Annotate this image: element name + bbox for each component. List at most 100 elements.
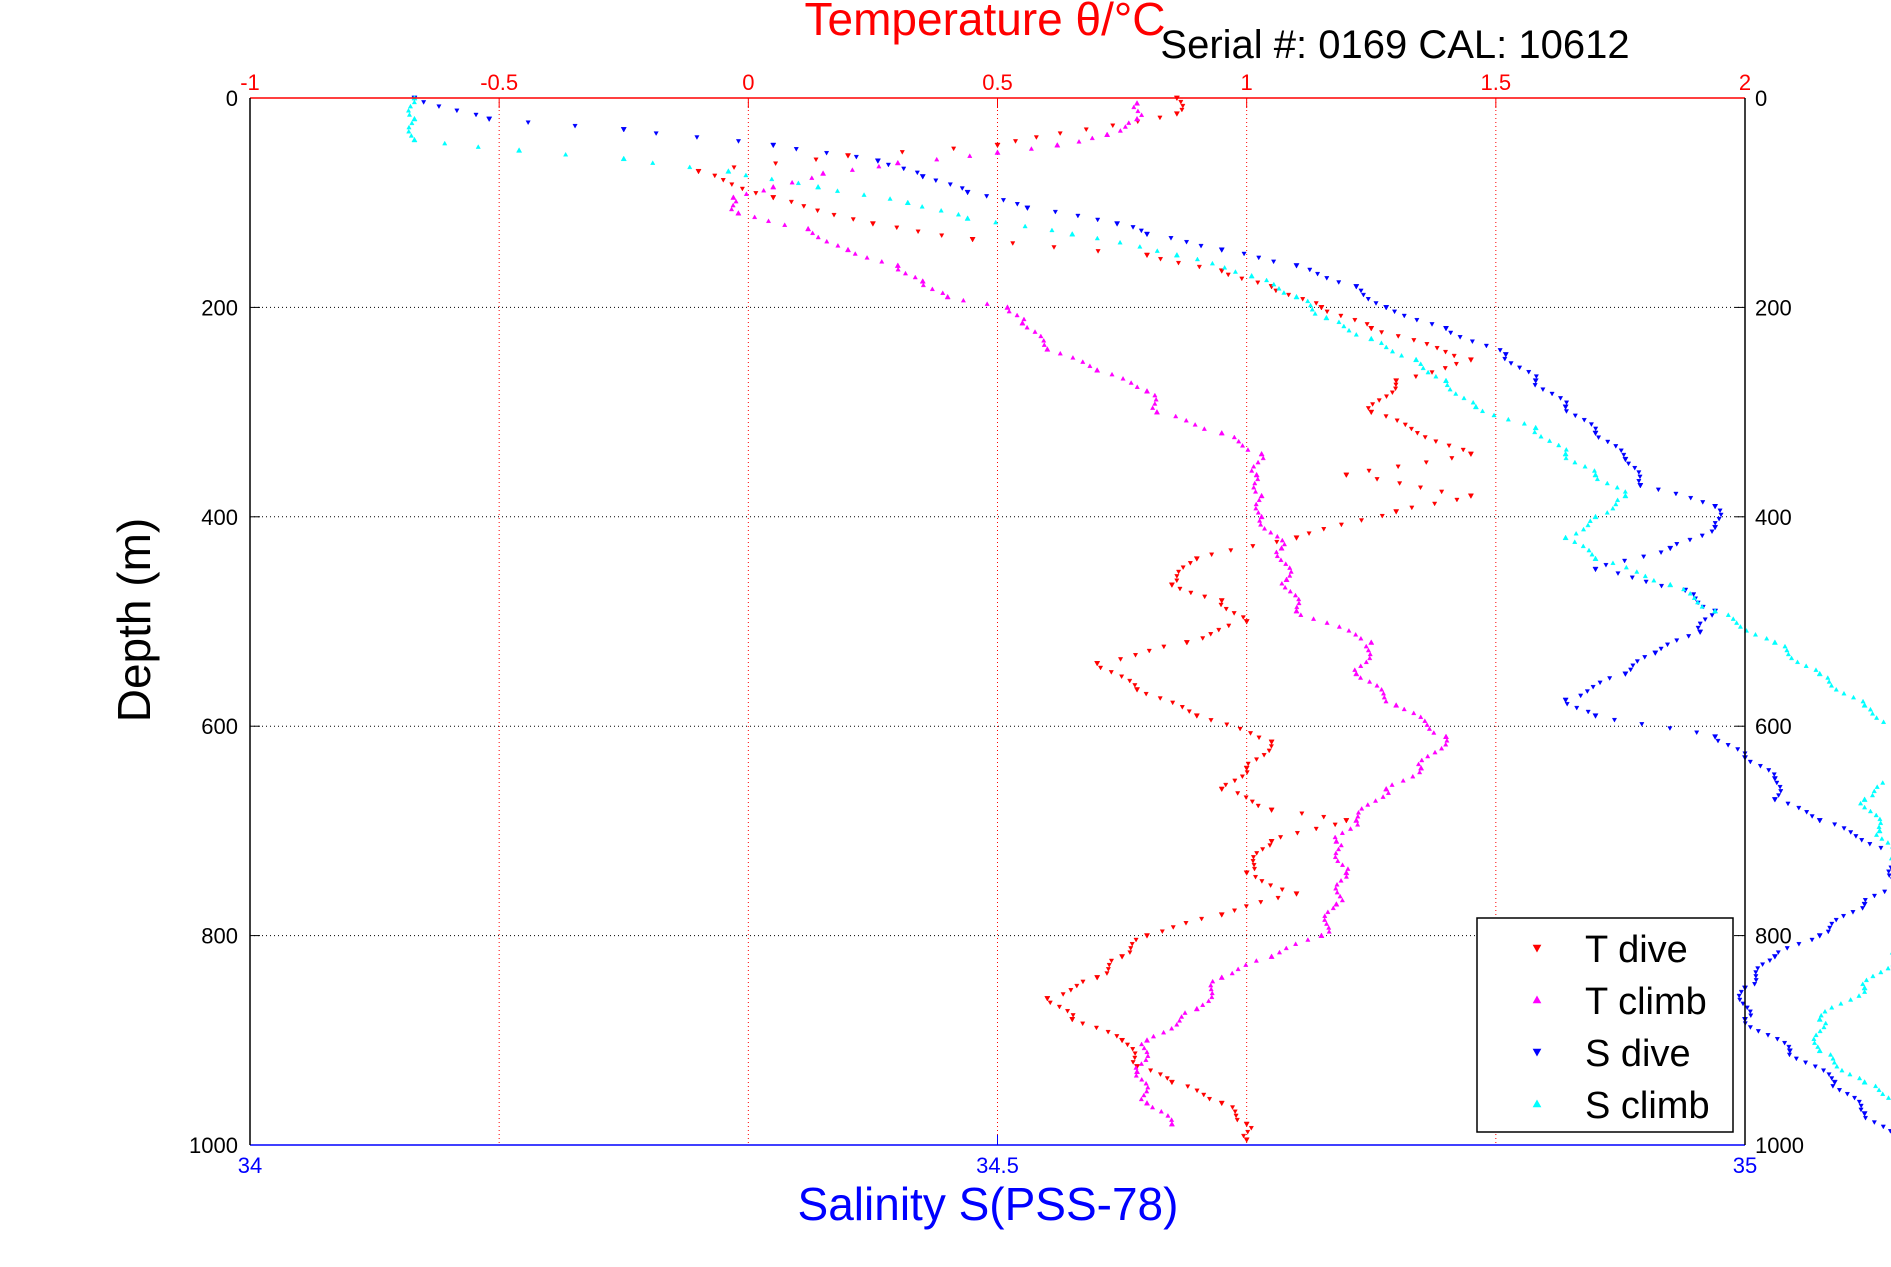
y-axis-label: Depth (m) bbox=[108, 518, 160, 722]
data-point bbox=[1244, 766, 1249, 771]
data-point bbox=[1812, 1041, 1816, 1045]
temperature-tick-label: -0.5 bbox=[480, 70, 518, 95]
data-point bbox=[1369, 640, 1374, 645]
data-point bbox=[1689, 496, 1693, 500]
data-point bbox=[1878, 821, 1882, 825]
data-point bbox=[985, 302, 989, 306]
data-point bbox=[1379, 331, 1383, 335]
data-point bbox=[1139, 1097, 1143, 1101]
data-point bbox=[1313, 311, 1317, 315]
data-point bbox=[1144, 1058, 1148, 1062]
data-point bbox=[875, 159, 880, 164]
data-point bbox=[1282, 542, 1286, 546]
data-point bbox=[1042, 343, 1046, 347]
depth-tick-label-left: 600 bbox=[201, 714, 238, 739]
data-point bbox=[1115, 222, 1120, 227]
data-point bbox=[913, 275, 917, 279]
data-point bbox=[1826, 676, 1830, 680]
data-point bbox=[1713, 525, 1718, 530]
data-point bbox=[1355, 822, 1359, 826]
data-point bbox=[1159, 1109, 1163, 1113]
data-point bbox=[1854, 834, 1858, 838]
data-point bbox=[1455, 498, 1459, 502]
data-point bbox=[1445, 383, 1449, 387]
data-point bbox=[1238, 727, 1242, 731]
data-point bbox=[1131, 1060, 1135, 1064]
data-point bbox=[1256, 477, 1260, 481]
data-point bbox=[1115, 1034, 1119, 1038]
data-point bbox=[1881, 1092, 1885, 1096]
data-point bbox=[1294, 536, 1299, 541]
data-point bbox=[1300, 812, 1304, 816]
data-point bbox=[1364, 644, 1368, 648]
legend-label-t-dive: T dive bbox=[1585, 929, 1688, 971]
data-point bbox=[695, 136, 699, 140]
data-point bbox=[1144, 1038, 1149, 1043]
data-point bbox=[1379, 687, 1383, 691]
data-point bbox=[1384, 345, 1388, 349]
depth-tick-label-right: 600 bbox=[1755, 714, 1792, 739]
data-point bbox=[1245, 771, 1249, 775]
data-point bbox=[951, 147, 955, 151]
data-point bbox=[1135, 385, 1139, 389]
data-point bbox=[1834, 918, 1838, 922]
data-point bbox=[1509, 361, 1513, 365]
data-point bbox=[1249, 273, 1254, 278]
data-point bbox=[1366, 803, 1370, 807]
data-point bbox=[1359, 636, 1363, 640]
data-point bbox=[1862, 703, 1867, 708]
data-point bbox=[1354, 818, 1359, 823]
data-point bbox=[1862, 1112, 1867, 1117]
data-point bbox=[1830, 1005, 1834, 1009]
legend-label-t-climb: T climb bbox=[1585, 981, 1707, 1023]
data-point bbox=[1816, 1045, 1820, 1049]
data-point bbox=[886, 163, 890, 167]
data-point bbox=[1254, 472, 1259, 477]
data-point bbox=[1882, 890, 1886, 894]
data-point bbox=[1314, 301, 1318, 305]
data-point bbox=[1860, 838, 1864, 842]
data-point bbox=[1069, 988, 1073, 992]
data-point bbox=[1325, 276, 1329, 280]
data-point bbox=[1772, 640, 1777, 645]
data-point bbox=[1754, 970, 1758, 974]
data-point bbox=[1275, 540, 1279, 544]
data-point bbox=[1795, 660, 1799, 664]
data-point bbox=[1623, 672, 1628, 677]
data-point bbox=[1817, 671, 1822, 676]
data-point bbox=[1133, 683, 1137, 687]
data-point bbox=[1184, 240, 1188, 244]
data-point bbox=[1470, 340, 1474, 344]
data-point bbox=[1547, 439, 1551, 443]
data-point bbox=[1071, 1013, 1075, 1017]
data-point bbox=[1209, 983, 1213, 987]
data-point bbox=[1533, 379, 1538, 384]
data-point bbox=[1094, 1026, 1098, 1030]
data-point bbox=[1136, 109, 1140, 113]
data-point bbox=[1339, 314, 1343, 318]
data-point bbox=[1023, 224, 1027, 228]
depth-tick-label-left: 1000 bbox=[189, 1133, 238, 1158]
data-point bbox=[1129, 381, 1133, 385]
data-point bbox=[1739, 990, 1743, 994]
data-point bbox=[1294, 263, 1299, 268]
data-point bbox=[1183, 1011, 1187, 1015]
data-point bbox=[961, 298, 965, 302]
data-point bbox=[1471, 400, 1475, 404]
data-point bbox=[1659, 584, 1663, 588]
data-point bbox=[789, 200, 793, 204]
data-point bbox=[1150, 1105, 1154, 1109]
data-point bbox=[1353, 318, 1357, 322]
data-point bbox=[1144, 1081, 1148, 1085]
data-point bbox=[814, 158, 818, 162]
data-point bbox=[1851, 695, 1855, 699]
data-point bbox=[1754, 974, 1758, 978]
data-point bbox=[1246, 762, 1250, 766]
data-point bbox=[1176, 570, 1180, 574]
temperature-tick-label: 1 bbox=[1241, 70, 1253, 95]
temperature-tick-label: 1.5 bbox=[1481, 70, 1512, 95]
data-point bbox=[1563, 451, 1568, 456]
data-point bbox=[810, 176, 814, 180]
data-point bbox=[1425, 723, 1429, 727]
data-point bbox=[1817, 934, 1822, 939]
